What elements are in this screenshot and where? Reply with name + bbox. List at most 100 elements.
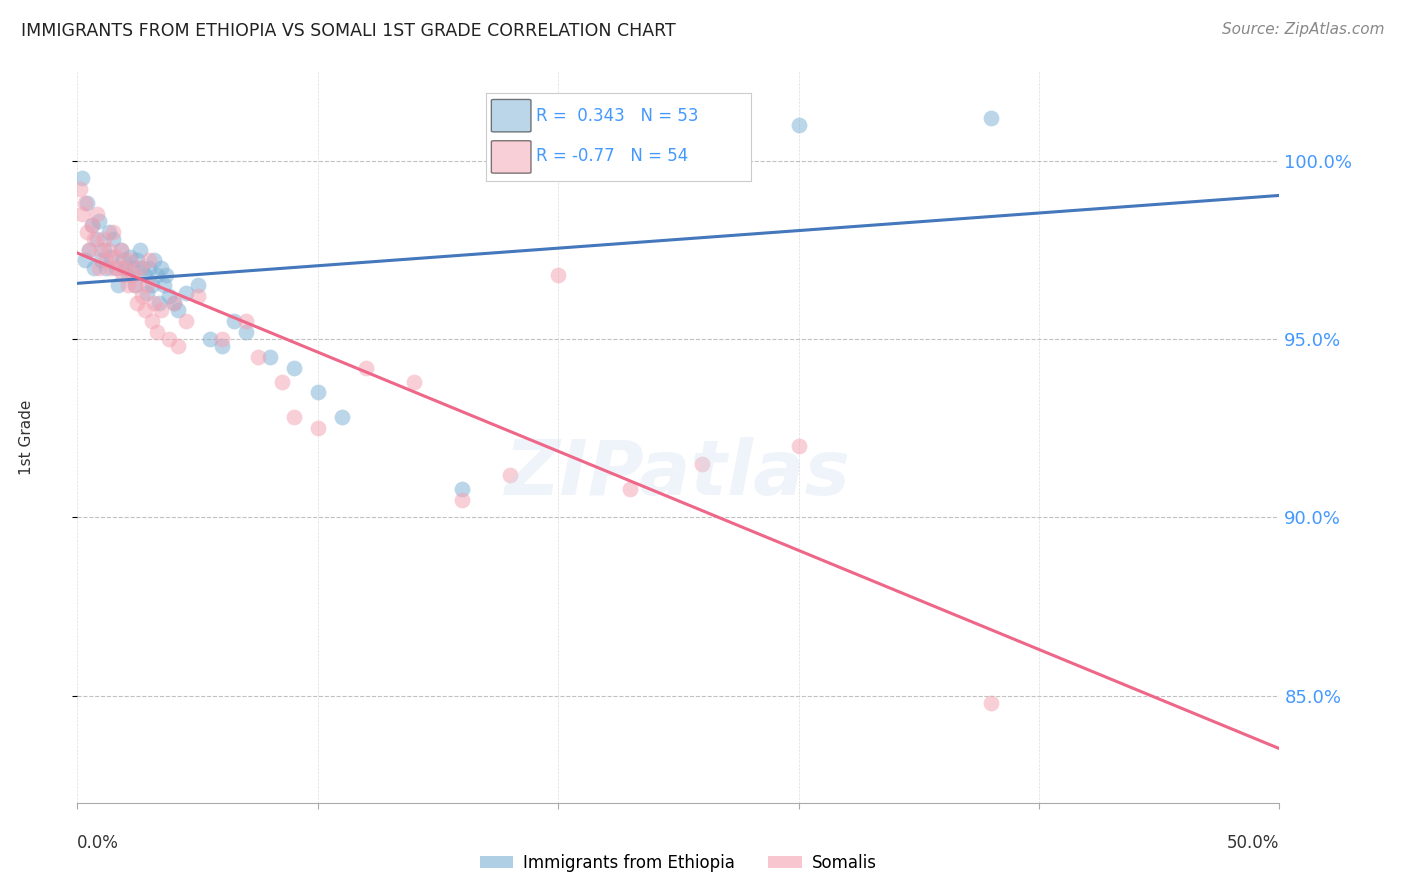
Text: Source: ZipAtlas.com: Source: ZipAtlas.com: [1222, 22, 1385, 37]
Point: [100, 250, 122, 264]
Point: [174, 285, 197, 300]
Point: [86, 232, 108, 246]
Point: [143, 253, 166, 268]
Point: [162, 296, 184, 310]
Point: [103, 225, 125, 239]
Point: [107, 260, 129, 275]
Point: [222, 314, 245, 328]
Point: [117, 278, 139, 293]
Point: [114, 260, 136, 275]
Point: [69, 182, 91, 196]
Point: [143, 296, 166, 310]
Point: [692, 457, 714, 471]
Point: [174, 314, 197, 328]
Point: [307, 421, 329, 435]
Point: [259, 350, 281, 364]
Point: [124, 278, 146, 293]
Point: [111, 268, 134, 282]
Point: [114, 260, 136, 275]
Point: [787, 118, 810, 132]
Point: [90, 243, 112, 257]
Point: [87, 214, 110, 228]
Point: [145, 268, 167, 282]
Point: [121, 268, 143, 282]
Point: [150, 260, 173, 275]
Point: [131, 260, 153, 275]
Text: 0.0%: 0.0%: [77, 834, 120, 852]
Point: [107, 278, 129, 293]
Point: [70, 171, 93, 186]
Point: [547, 268, 569, 282]
Point: [787, 439, 810, 453]
Point: [136, 278, 159, 293]
Point: [138, 253, 160, 268]
Point: [187, 289, 209, 303]
Point: [499, 467, 522, 482]
Point: [104, 260, 127, 275]
Point: [120, 250, 142, 264]
Point: [128, 243, 150, 257]
Point: [141, 314, 163, 328]
Point: [110, 243, 132, 257]
Point: [235, 325, 257, 339]
Point: [354, 360, 377, 375]
Point: [138, 260, 160, 275]
Point: [73, 196, 96, 211]
Point: [86, 207, 108, 221]
Point: [145, 325, 167, 339]
Point: [76, 196, 98, 211]
Point: [643, 125, 665, 139]
Point: [103, 232, 125, 246]
Text: 50.0%: 50.0%: [1227, 834, 1279, 852]
Point: [83, 260, 105, 275]
Point: [235, 314, 257, 328]
Point: [980, 696, 1002, 710]
Point: [211, 339, 233, 353]
Point: [93, 243, 115, 257]
Point: [87, 260, 110, 275]
Text: IMMIGRANTS FROM ETHIOPIA VS SOMALI 1ST GRADE CORRELATION CHART: IMMIGRANTS FROM ETHIOPIA VS SOMALI 1ST G…: [21, 22, 676, 40]
Point: [90, 253, 112, 268]
Point: [155, 268, 177, 282]
Point: [330, 410, 353, 425]
Point: [76, 225, 98, 239]
Point: [141, 278, 163, 293]
Point: [134, 268, 156, 282]
Point: [157, 332, 180, 346]
Point: [80, 218, 103, 232]
Point: [127, 253, 149, 268]
Point: [93, 232, 115, 246]
Point: [111, 253, 134, 268]
Point: [619, 482, 641, 496]
Text: 1st Grade: 1st Grade: [20, 400, 34, 475]
Point: [270, 375, 292, 389]
Legend: Immigrants from Ethiopia, Somalis: Immigrants from Ethiopia, Somalis: [474, 847, 883, 879]
Point: [120, 253, 142, 268]
Point: [80, 218, 103, 232]
Point: [70, 207, 93, 221]
Point: [167, 339, 190, 353]
Point: [283, 360, 305, 375]
Point: [211, 332, 233, 346]
Point: [117, 268, 139, 282]
Point: [246, 350, 269, 364]
Point: [451, 492, 474, 507]
Point: [162, 296, 184, 310]
Point: [110, 243, 132, 257]
Point: [97, 225, 120, 239]
Point: [198, 332, 221, 346]
Point: [97, 243, 120, 257]
Point: [148, 296, 170, 310]
Point: [96, 253, 118, 268]
Point: [134, 303, 156, 318]
Point: [451, 482, 474, 496]
Point: [73, 253, 96, 268]
Point: [83, 232, 105, 246]
Point: [157, 289, 180, 303]
Point: [150, 303, 173, 318]
Point: [121, 260, 143, 275]
Point: [128, 260, 150, 275]
Point: [167, 303, 190, 318]
Point: [131, 289, 153, 303]
Point: [283, 410, 305, 425]
